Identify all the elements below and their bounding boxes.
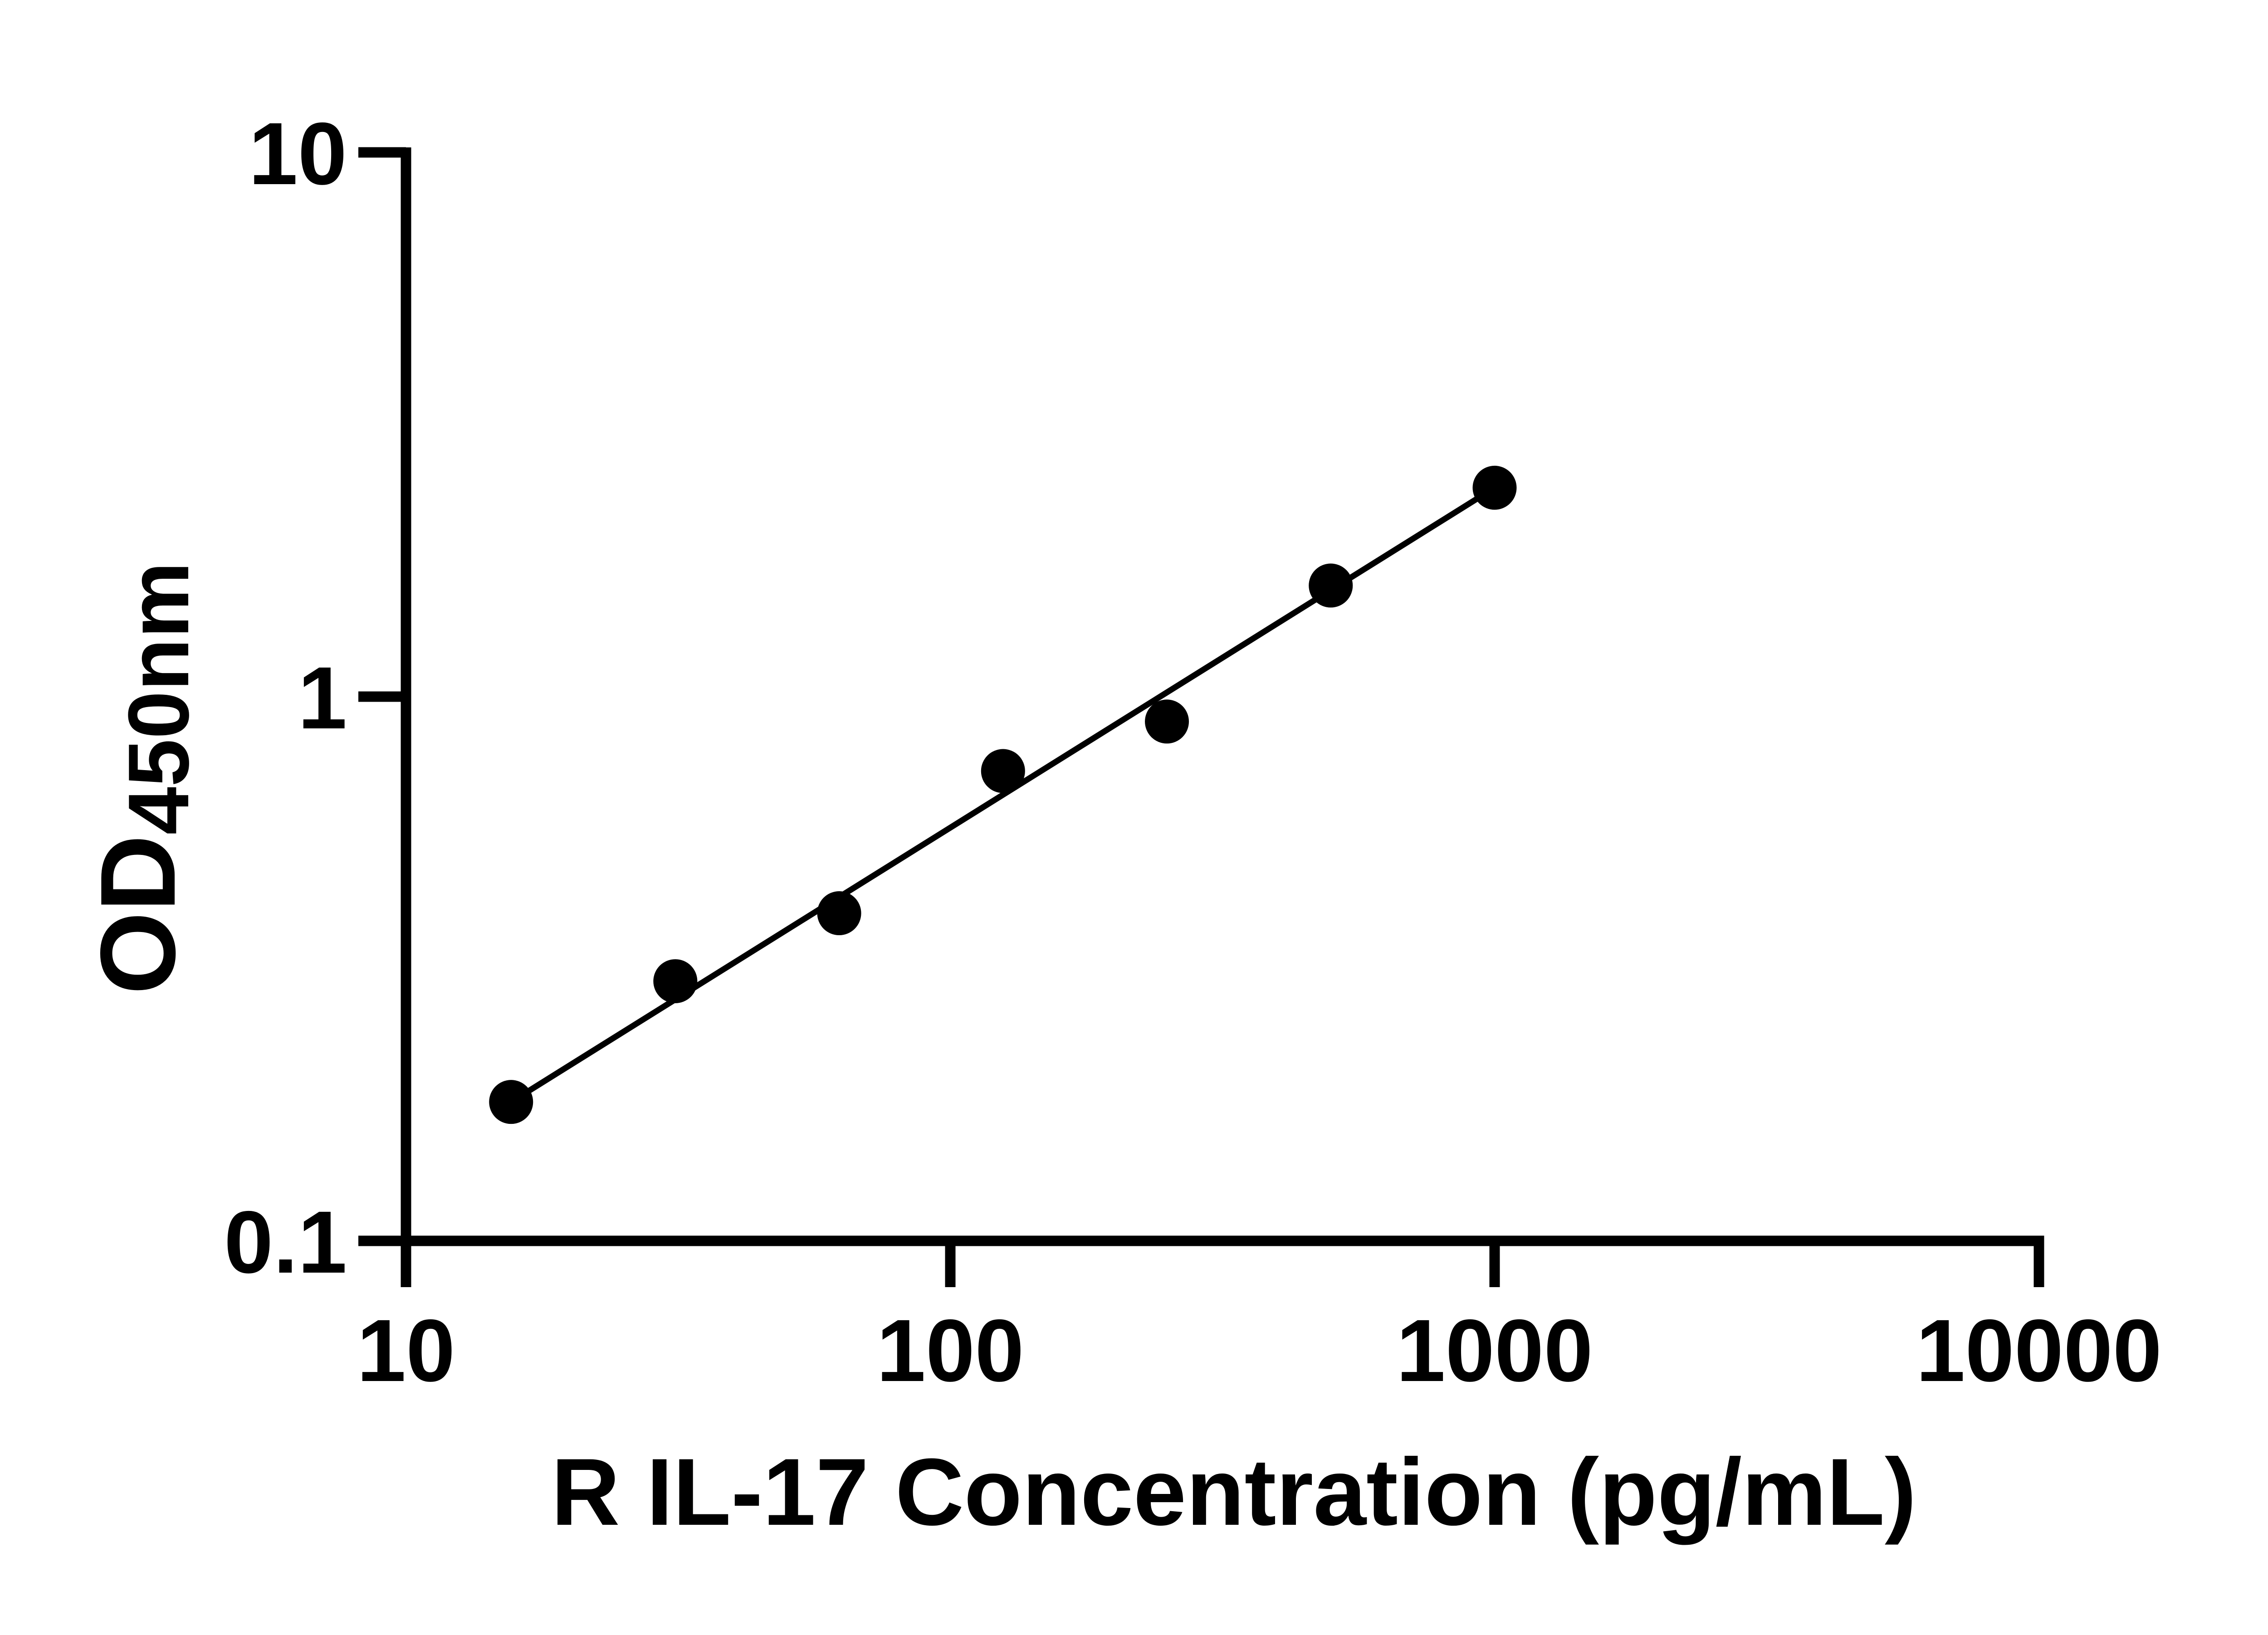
y-axis-title-main: OD bbox=[78, 835, 197, 995]
x-tick-label: 1000 bbox=[1396, 1301, 1593, 1400]
data-point-1 bbox=[489, 1080, 533, 1124]
data-series bbox=[489, 465, 1517, 1124]
x-axis-title: R IL-17 Concentration (pg/mL) bbox=[551, 1439, 1916, 1545]
y-axis-ticks bbox=[358, 147, 406, 1246]
x-tick-labels: 10 100 1000 10000 bbox=[357, 1301, 2162, 1400]
y-axis-title-subscript: 450nm bbox=[111, 561, 207, 835]
y-tick-label: 10 bbox=[249, 104, 347, 203]
x-axis-ticks bbox=[401, 1241, 2044, 1287]
x-tick-label: 10 bbox=[357, 1301, 455, 1400]
data-point-4 bbox=[981, 749, 1025, 793]
y-tick-label: 0.1 bbox=[224, 1193, 347, 1292]
y-axis-title: OD450nm bbox=[78, 561, 207, 995]
y-tick-labels: 10 1 0.1 bbox=[224, 104, 347, 1292]
data-point-5 bbox=[1145, 699, 1189, 744]
data-point-7 bbox=[1472, 465, 1517, 510]
data-point-3 bbox=[817, 891, 861, 936]
x-tick-label: 100 bbox=[876, 1301, 1024, 1400]
x-tick-label: 10000 bbox=[1916, 1301, 2162, 1400]
y-tick-label: 1 bbox=[298, 649, 347, 747]
data-point-6 bbox=[1309, 563, 1353, 608]
data-point-2 bbox=[653, 959, 698, 1003]
